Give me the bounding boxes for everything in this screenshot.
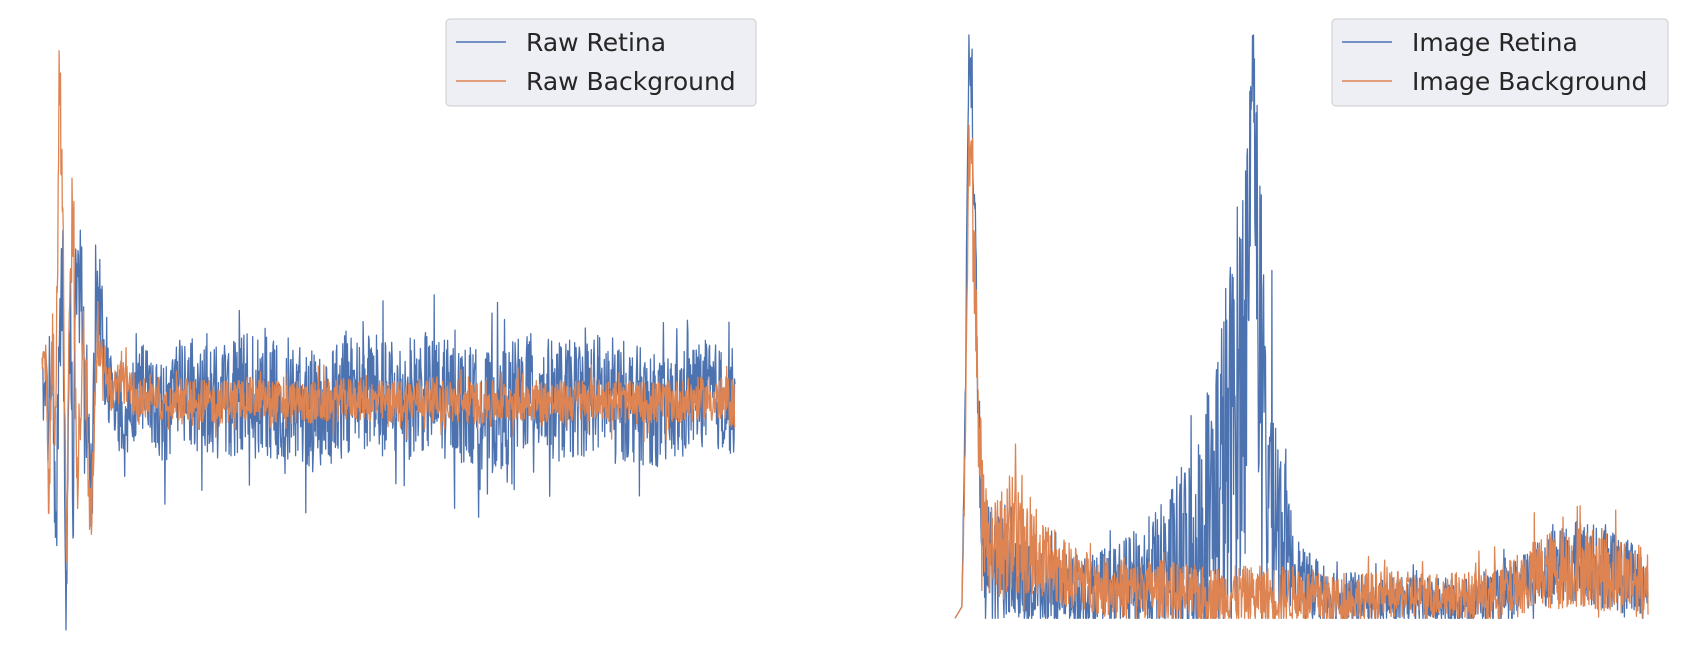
plot-area-right (954, 34, 1649, 619)
plot-area-left (41, 50, 736, 631)
legend-right: Image Retina Image Background (1331, 18, 1669, 107)
series-line-image-retina (954, 34, 1649, 619)
legend-label-image-retina: Image Retina (1412, 28, 1578, 57)
series-line-image-background (954, 124, 1649, 619)
series-line-raw-background (41, 50, 736, 562)
chart-right: Image Retina Image Background (954, 18, 1669, 619)
legend-left: Raw Retina Raw Background (445, 18, 757, 107)
chart-left: Raw Retina Raw Background (41, 18, 757, 631)
series-line-raw-retina (41, 229, 736, 631)
legend-label-raw-background: Raw Background (526, 67, 736, 96)
legend-label-image-background: Image Background (1412, 67, 1647, 96)
legend-box-left (445, 18, 757, 107)
legend-box-right (1331, 18, 1669, 107)
legend-label-raw-retina: Raw Retina (526, 28, 666, 57)
